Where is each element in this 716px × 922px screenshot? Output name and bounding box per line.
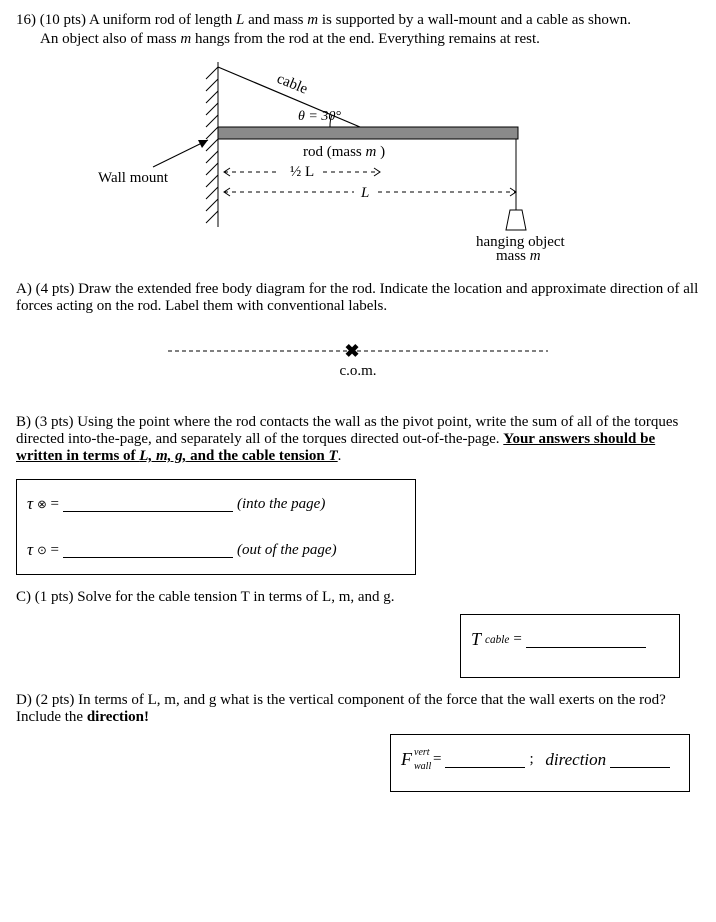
hang-label2: mass m (496, 248, 541, 262)
q-t2b: hangs from the rod at the end. Everythin… (195, 31, 540, 47)
out-label: (out of the page) (237, 542, 337, 559)
Tcable-sub: cable (485, 634, 509, 646)
part-d: D) (2 pts) In terms of L, m, and g what … (16, 692, 700, 726)
question-header: 16) (10 pts) A uniform rod of length L a… (16, 12, 700, 29)
svg-text:L: L (360, 185, 369, 201)
question-line2: An object also of mass m hangs from the … (40, 31, 700, 48)
Tcable-eq: = (513, 631, 521, 648)
fbd-template: ✖ c.o.m. (16, 333, 700, 388)
F-blank[interactable] (445, 752, 525, 768)
q-t1b: and mass (248, 12, 303, 28)
direction-blank[interactable] (610, 752, 670, 768)
F-eq: = (433, 751, 441, 768)
part-b: B) (3 pts) Using the point where the rod… (16, 414, 700, 465)
part-b-end: . (338, 448, 342, 464)
wall-mount-drawing (206, 62, 218, 227)
q-m2: m (180, 31, 191, 47)
part-a-text: A) (4 pts) Draw the extended free body d… (16, 281, 698, 314)
Tcable-T: T (471, 629, 481, 650)
part-c-box: Tcable = (460, 614, 680, 678)
q-t2: An object also of mass (40, 31, 177, 47)
direction-label: direction (545, 750, 606, 770)
part-b-box: τ ⊗ = (into the page) τ ⊙ = (out of the pa… (16, 479, 416, 575)
q-m: m (307, 12, 318, 28)
F-sym: F (401, 749, 412, 769)
tau-out-eq: = (51, 542, 59, 559)
semi: ; (529, 751, 533, 768)
q-L: L (236, 12, 244, 28)
into-label: (into the page) (237, 496, 325, 513)
q-pts: (10 pts) (40, 12, 86, 28)
tau-out-blank[interactable] (63, 542, 233, 558)
q-num: 16) (16, 12, 36, 28)
figure: Wall mount cable θ = 30° rod (mass m ) ½… (16, 52, 700, 267)
svg-text:✖: ✖ (344, 341, 359, 361)
part-c: C) (1 pts) Solve for the cable tension T… (16, 589, 700, 606)
F-sub: wall (414, 761, 431, 772)
tau-in-sub: ⊗ (37, 498, 46, 511)
wall-mount-label: Wall mount (98, 170, 169, 186)
theta-label: θ = 30° (298, 109, 341, 124)
part-a: A) (4 pts) Draw the extended free body d… (16, 281, 700, 315)
part-c-text: C) (1 pts) Solve for the cable tension T… (16, 589, 395, 605)
tau-in-sym: τ (27, 494, 33, 514)
half-L-dim: ½ L (224, 164, 380, 180)
full-L-dim: L (224, 185, 516, 201)
tau-out-sub: ⊙ (37, 544, 46, 557)
hang-mass (506, 210, 526, 230)
Tcable-blank[interactable] (526, 632, 646, 648)
q-t1: A uniform rod of length (89, 12, 232, 28)
F-sup: vert (414, 747, 430, 758)
rod-rect (218, 127, 518, 139)
tau-in-eq: = (51, 496, 59, 513)
rod-label: rod (mass m ) (303, 144, 385, 160)
part-d-box: F vert wall = ; direction (390, 734, 690, 792)
q-t1c: is supported by a wall-mount and a cable… (322, 12, 631, 28)
tau-in-blank[interactable] (63, 496, 233, 512)
svg-text:½ L: ½ L (290, 164, 314, 180)
svg-text:c.o.m.: c.o.m. (339, 363, 376, 379)
tau-out-sym: τ (27, 540, 33, 560)
part-d-dir: direction! (87, 709, 149, 725)
